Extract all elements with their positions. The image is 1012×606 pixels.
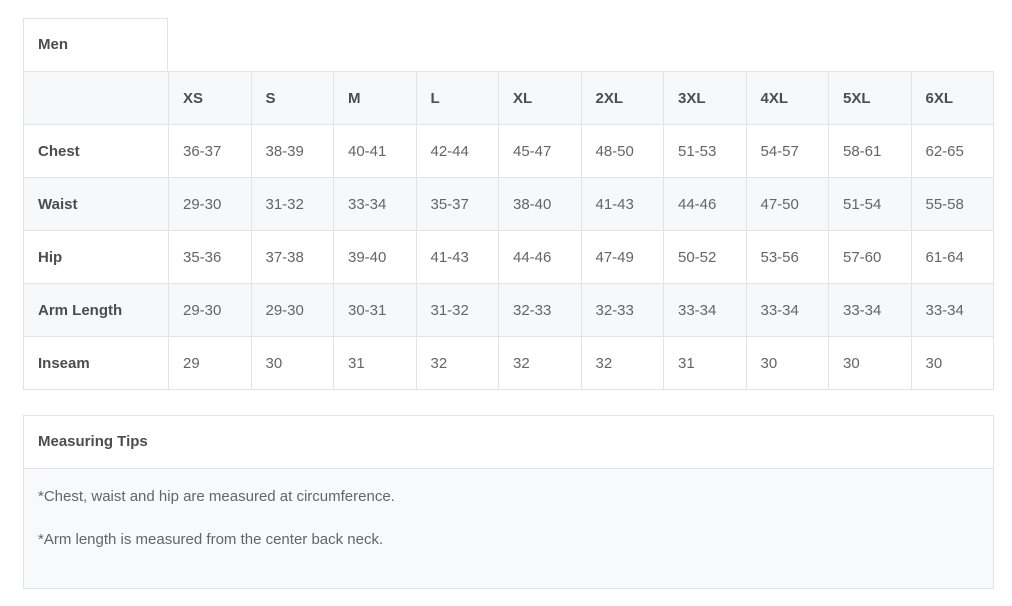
size-col-header: 6XL xyxy=(910,71,994,125)
size-cell: 32-33 xyxy=(580,283,664,337)
size-col-header: M xyxy=(333,71,417,125)
row-label: Hip xyxy=(23,230,169,284)
size-cell: 41-43 xyxy=(415,230,499,284)
size-cell: 48-50 xyxy=(580,124,664,178)
size-col-header: 3XL xyxy=(663,71,747,125)
size-col-header: 5XL xyxy=(828,71,912,125)
size-cell: 33-34 xyxy=(333,177,417,231)
size-cell: 44-46 xyxy=(498,230,582,284)
row-label: Inseam xyxy=(23,336,169,390)
size-col-header: 4XL xyxy=(745,71,829,125)
size-cell: 31-32 xyxy=(415,283,499,337)
table-row-inseam: Inseam 29 30 31 32 32 32 31 30 30 30 xyxy=(23,336,994,390)
size-cell: 41-43 xyxy=(580,177,664,231)
corner-cell xyxy=(23,71,169,125)
size-cell: 45-47 xyxy=(498,124,582,178)
row-label: Chest xyxy=(23,124,169,178)
size-cell: 38-40 xyxy=(498,177,582,231)
size-cell: 29-30 xyxy=(250,283,334,337)
measuring-tip-note: *Arm length is measured from the center … xyxy=(38,531,384,548)
measuring-tip-note: *Chest, waist and hip are measured at ci… xyxy=(38,488,395,505)
size-cell: 30 xyxy=(910,336,994,390)
size-col-header: L xyxy=(415,71,499,125)
size-cell: 37-38 xyxy=(250,230,334,284)
size-cell: 35-37 xyxy=(415,177,499,231)
table-row-waist: Waist 29-30 31-32 33-34 35-37 38-40 41-4… xyxy=(23,177,994,231)
size-col-header: S xyxy=(250,71,334,125)
row-label: Waist xyxy=(23,177,169,231)
size-cell: 39-40 xyxy=(333,230,417,284)
size-col-header: XS xyxy=(168,71,252,125)
size-cell: 33-34 xyxy=(663,283,747,337)
measuring-tips-panel: Measuring Tips *Chest, waist and hip are… xyxy=(23,415,994,589)
size-cell: 31 xyxy=(663,336,747,390)
size-cell: 54-57 xyxy=(745,124,829,178)
size-chart-table: XS S M L XL 2XL 3XL 4XL 5XL 6XL Chest 36… xyxy=(23,71,994,390)
measuring-tips-title: Measuring Tips xyxy=(24,416,993,469)
size-cell: 33-34 xyxy=(828,283,912,337)
size-cell: 51-54 xyxy=(828,177,912,231)
table-row-arm-length: Arm Length 29-30 29-30 30-31 31-32 32-33… xyxy=(23,283,994,337)
size-cell: 61-64 xyxy=(910,230,994,284)
size-cell: 38-39 xyxy=(250,124,334,178)
size-cell: 32 xyxy=(415,336,499,390)
size-cell: 30-31 xyxy=(333,283,417,337)
size-cell: 35-36 xyxy=(168,230,252,284)
size-cell: 29 xyxy=(168,336,252,390)
size-cell: 30 xyxy=(828,336,912,390)
size-cell: 30 xyxy=(745,336,829,390)
size-col-header: XL xyxy=(498,71,582,125)
size-cell: 62-65 xyxy=(910,124,994,178)
size-cell: 32 xyxy=(580,336,664,390)
size-cell: 44-46 xyxy=(663,177,747,231)
tab-men[interactable]: Men xyxy=(23,18,168,71)
row-label: Arm Length xyxy=(23,283,169,337)
size-cell: 40-41 xyxy=(333,124,417,178)
size-cell: 58-61 xyxy=(828,124,912,178)
size-header-row: XS S M L XL 2XL 3XL 4XL 5XL 6XL xyxy=(23,71,994,125)
size-cell: 32 xyxy=(498,336,582,390)
size-cell: 51-53 xyxy=(663,124,747,178)
size-cell: 55-58 xyxy=(910,177,994,231)
size-cell: 47-50 xyxy=(745,177,829,231)
size-cell: 31 xyxy=(333,336,417,390)
size-cell: 29-30 xyxy=(168,283,252,337)
size-cell: 33-34 xyxy=(745,283,829,337)
size-cell: 47-49 xyxy=(580,230,664,284)
size-cell: 50-52 xyxy=(663,230,747,284)
size-cell: 33-34 xyxy=(910,283,994,337)
table-row-chest: Chest 36-37 38-39 40-41 42-44 45-47 48-5… xyxy=(23,124,994,178)
size-col-header: 2XL xyxy=(580,71,664,125)
size-cell: 53-56 xyxy=(745,230,829,284)
size-cell: 29-30 xyxy=(168,177,252,231)
size-cell: 57-60 xyxy=(828,230,912,284)
size-cell: 31-32 xyxy=(250,177,334,231)
size-cell: 36-37 xyxy=(168,124,252,178)
table-row-hip: Hip 35-36 37-38 39-40 41-43 44-46 47-49 … xyxy=(23,230,994,284)
size-cell: 42-44 xyxy=(415,124,499,178)
size-cell: 32-33 xyxy=(498,283,582,337)
measuring-tips-body: *Chest, waist and hip are measured at ci… xyxy=(24,469,993,588)
size-cell: 30 xyxy=(250,336,334,390)
